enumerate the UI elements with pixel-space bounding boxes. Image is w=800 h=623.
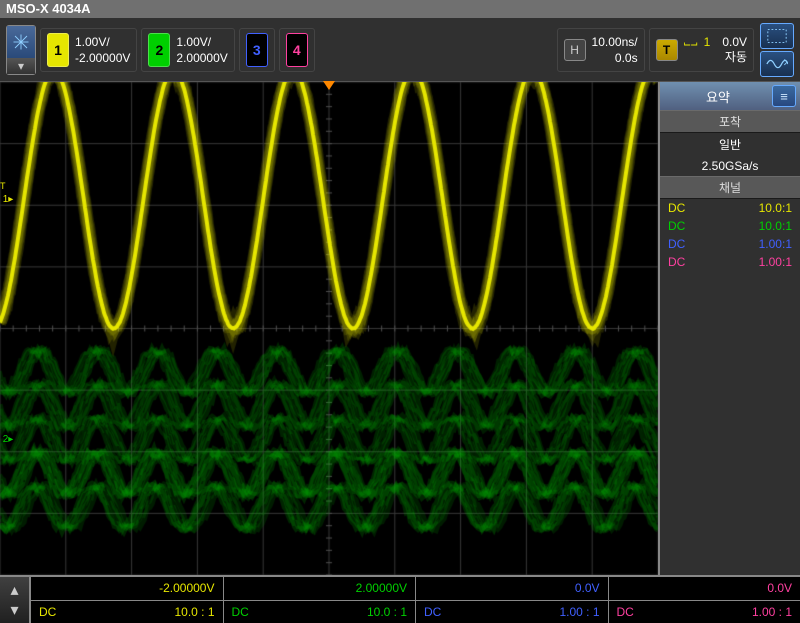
sidebar-capture-mode: 일반 (660, 133, 800, 156)
arrow-up-icon: ▴ (10, 580, 18, 600)
sidebar-channel-row: DC10.0:1 (660, 217, 800, 235)
sidebar-channel-title: 채널 (660, 176, 800, 199)
sidebar-menu-button[interactable]: ≡ (772, 85, 796, 107)
sidebar-channel-row: DC1.00:1 (660, 253, 800, 271)
trigger-label: T (656, 39, 678, 61)
zoom-select-icon[interactable] (760, 23, 794, 49)
ch2-ground-marker: 2▸ (0, 431, 16, 447)
timebase-label: H (564, 39, 586, 61)
timebase-box[interactable]: H 10.00ns/ 0.0s (557, 28, 645, 72)
snowflake-icon (7, 26, 35, 58)
trigger-mode: 자동 (725, 50, 747, 64)
bottom-cell[interactable]: DC10.0 : 1 (30, 601, 223, 623)
ch1-offset: -2.00000V (75, 50, 130, 66)
sidebar-channel-row: DC10.0:1 (660, 199, 800, 217)
ch1-scale: 1.00V/ (75, 34, 130, 50)
trigger-level: 0.0V (722, 35, 747, 50)
trigger-position-marker (323, 81, 335, 90)
ch1-ground-marker: 1▸T (0, 191, 16, 207)
channel-3-box[interactable]: 3 (239, 28, 275, 72)
waveform-canvas (0, 82, 658, 575)
ch2-offset: 2.00000V (176, 50, 227, 66)
sidebar: 요약 ≡ 포착 일반 2.50GSa/s 채널 DC10.0:1DC10.0:1… (660, 82, 800, 575)
sidebar-channel-row: DC1.00:1 (660, 235, 800, 253)
top-toolbar: ▾ 11.00V/-2.00000V21.00V/2.00000V34 H 10… (0, 18, 800, 82)
device-model: MSO-X 4034A (6, 1, 91, 16)
bottom-cell[interactable]: DC1.00 : 1 (415, 601, 608, 623)
sidebar-sample-rate: 2.50GSa/s (660, 156, 800, 176)
sidebar-capture-title: 포착 (660, 110, 800, 133)
bottom-cell[interactable]: 0.0V (415, 577, 608, 600)
timebase-scale: 10.00ns/ (592, 34, 638, 50)
channel-1-box[interactable]: 1 1.00V/-2.00000V (40, 28, 137, 72)
title-bar: MSO-X 4034A (0, 0, 800, 18)
bottom-scroll-button[interactable]: ▴ ▾ (0, 577, 30, 623)
trigger-edge-icon: ⨽⨼ (684, 35, 698, 50)
ch2-scale: 1.00V/ (176, 34, 227, 50)
bottom-bar: ▴ ▾ -2.00000V2.00000V0.0V0.0VDC10.0 : 1D… (0, 575, 800, 623)
trigger-source: 1 (704, 35, 711, 50)
bottom-cell[interactable]: -2.00000V (30, 577, 223, 600)
arrow-down-icon: ▾ (10, 600, 18, 620)
sidebar-summary-title: 요약 (664, 87, 772, 106)
trigger-box[interactable]: T ⨽⨼ 1 0.0V 자동 (649, 28, 754, 72)
menu-dropdown-icon: ▾ (7, 58, 35, 74)
waveform-display[interactable]: 1▸T 2▸ (0, 82, 660, 575)
main-menu-button[interactable]: ▾ (6, 25, 36, 75)
channel-4-indicator: 4 (286, 33, 308, 67)
bottom-cell[interactable]: DC1.00 : 1 (608, 601, 800, 623)
channel-3-indicator: 3 (246, 33, 268, 67)
bottom-cell[interactable]: 2.00000V (223, 577, 416, 600)
channel-1-indicator: 1 (47, 33, 69, 67)
channel-4-box[interactable]: 4 (279, 28, 315, 72)
timebase-delay: 0.0s (592, 50, 638, 66)
channel-2-indicator: 2 (148, 33, 170, 67)
channel-2-box[interactable]: 2 1.00V/2.00000V (141, 28, 234, 72)
bottom-cell[interactable]: DC10.0 : 1 (223, 601, 416, 623)
bottom-cell[interactable]: 0.0V (608, 577, 800, 600)
waveform-mode-icon[interactable] (760, 51, 794, 77)
